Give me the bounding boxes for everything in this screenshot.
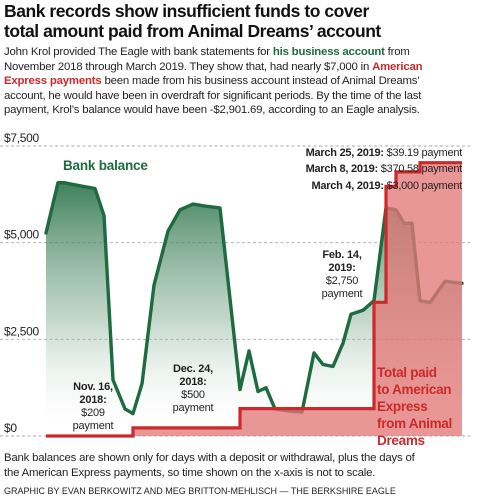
amex-series-label: Dreams bbox=[377, 433, 425, 448]
payment-annotation: 2019: bbox=[328, 262, 355, 274]
payment-annotation: payment bbox=[73, 420, 114, 432]
headline-line-2: total amount paid from Animal Dreams’ ac… bbox=[4, 21, 381, 41]
payment-annotation: March 4, 2019: $3,000 payment bbox=[311, 180, 462, 192]
annotation-run: March 4, 2019: bbox=[311, 180, 383, 192]
intro-text: payment, Krol’s balance would have been … bbox=[4, 104, 420, 117]
amex-series-label: Total paid bbox=[377, 365, 437, 380]
annotation-run: $3,000 payment bbox=[384, 180, 462, 192]
intro-text: from bbox=[384, 46, 410, 58]
payment-annotation: Feb. 14, bbox=[322, 249, 362, 261]
highlight-amex: American bbox=[372, 60, 423, 73]
intro-text: November 2018 through March 2019. They s… bbox=[4, 60, 373, 73]
amex-total-line bbox=[46, 161, 462, 438]
payment-annotation: $2,750 bbox=[326, 275, 359, 287]
annotation-run: $370.58 payment bbox=[378, 163, 462, 175]
y-tick-label: $5,000 bbox=[4, 228, 40, 242]
intro-paragraph: John Krol provided The Eagle with bank s… bbox=[4, 45, 484, 118]
annotation-run: March 8, 2019: bbox=[306, 163, 378, 175]
intro-text: been made from his business account inst… bbox=[101, 75, 420, 88]
intro-line: November 2018 through March 2019. They s… bbox=[4, 60, 484, 75]
highlight-business-account: his business account bbox=[272, 46, 385, 58]
intro-line: account, he would have been in overdraft… bbox=[4, 89, 484, 104]
graphic-credit: GRAPHIC BY EVAN BERKOWITZ AND MEG BRITTO… bbox=[4, 486, 396, 496]
intro-line: John Krol provided The Eagle with bank s… bbox=[4, 45, 484, 60]
footnote-line-2: the American Express payments, so time s… bbox=[4, 466, 376, 479]
balance-vs-payments-chart: $0 $2,500 $5,000 $7,500 Bank balance Total p… bbox=[0, 131, 472, 448]
payment-annotation: 2018: bbox=[179, 376, 206, 388]
annotation-run: March 25, 2019: bbox=[306, 147, 384, 159]
payment-annotation: payment bbox=[173, 402, 214, 414]
annotation-run: $39.19 payment bbox=[384, 147, 462, 159]
headline: Bank records show insufficient funds to … bbox=[4, 1, 482, 41]
footnote-line-1: Bank balances are shown only for days wi… bbox=[4, 452, 415, 464]
payment-annotation: March 25, 2019: $39.19 payment bbox=[306, 147, 463, 159]
y-tick-label: $7,500 bbox=[4, 131, 40, 145]
payment-annotation: March 8, 2019: $370.58 payment bbox=[306, 163, 463, 175]
label-layer: Bank balance Total paid to American Express… bbox=[63, 147, 462, 448]
amex-series-label: to American bbox=[377, 382, 451, 397]
headline-line-1: Bank records show insufficient funds to … bbox=[4, 1, 369, 21]
balance-area bbox=[46, 182, 462, 436]
intro-text: account, he would have been in overdraft… bbox=[4, 89, 422, 102]
intro-line: Express payments been made from his busi… bbox=[4, 74, 484, 89]
balance-series-label: Bank balance bbox=[63, 158, 148, 173]
payment-annotation: $500 bbox=[181, 389, 205, 401]
payment-annotation: 2018: bbox=[79, 394, 106, 406]
highlight-amex: Express payments bbox=[4, 75, 102, 88]
amex-layer bbox=[46, 161, 462, 438]
footnote: Bank balances are shown only for days wi… bbox=[4, 451, 484, 480]
intro-text: John Krol provided The Eagle with bank s… bbox=[4, 46, 273, 58]
y-tick-label: $2,500 bbox=[4, 324, 40, 338]
amex-total-area bbox=[46, 162, 462, 436]
payment-annotation: Nov. 16, bbox=[73, 381, 113, 393]
payment-annotation: payment bbox=[322, 288, 363, 300]
payment-annotation: Dec. 24, bbox=[173, 363, 213, 375]
amex-series-label: Express bbox=[377, 399, 427, 414]
intro-line: payment, Krol’s balance would have been … bbox=[4, 103, 484, 118]
payment-annotation: $209 bbox=[81, 407, 105, 419]
amex-series-label: from Animal bbox=[377, 416, 452, 431]
y-tick-label: $0 bbox=[4, 421, 17, 435]
